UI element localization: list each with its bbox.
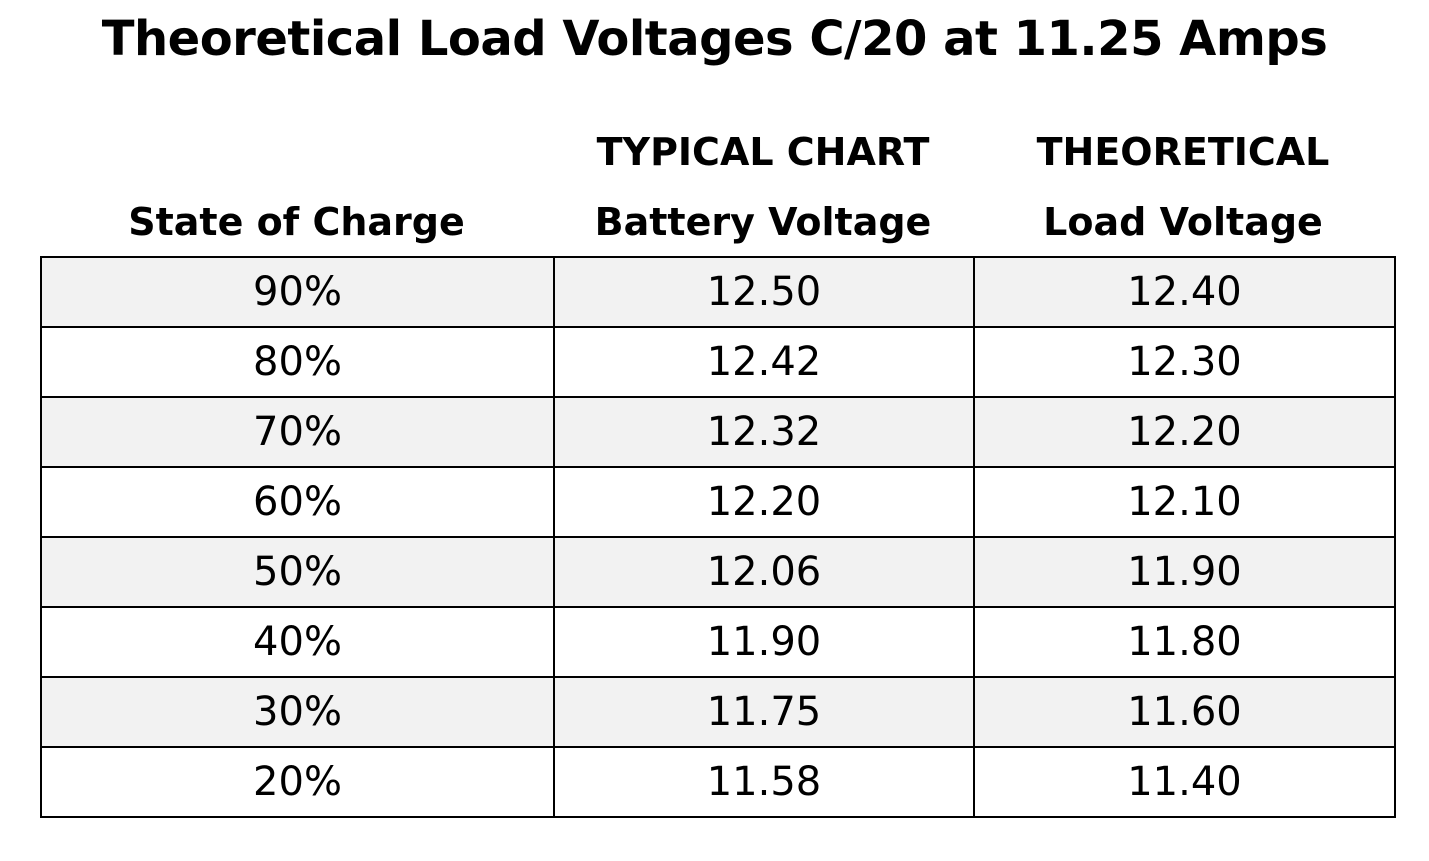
battery-voltage-cell: 12.32 (553, 396, 975, 468)
battery-voltage-cell: 11.58 (553, 746, 975, 818)
load-voltage-cell: 12.40 (973, 256, 1396, 328)
table-row: 90% 12.50 12.40 (40, 256, 1396, 328)
state-of-charge-cell: 20% (40, 746, 555, 818)
column-header-typical-chart: TYPICAL CHART (596, 130, 930, 174)
table-row: 30% 11.75 11.60 (40, 676, 1396, 748)
battery-voltage-cell: 12.06 (553, 536, 975, 608)
column-header-battery-voltage: Battery Voltage (594, 200, 932, 244)
battery-voltage-cell: 12.42 (553, 326, 975, 398)
column-header-state-of-charge-top (40, 117, 553, 187)
load-voltage-cell: 11.60 (973, 676, 1396, 748)
state-of-charge-cell: 30% (40, 676, 555, 748)
data-table: 90% 12.50 12.40 80% 12.42 12.30 70% 12.3… (40, 256, 1396, 818)
column-header-state-of-charge: State of Charge (128, 200, 465, 244)
load-voltage-cell: 12.30 (973, 326, 1396, 398)
table-row: 70% 12.32 12.20 (40, 396, 1396, 468)
chart-title: Theoretical Load Voltages C/20 at 11.25 … (101, 11, 1328, 67)
table-row: 80% 12.42 12.30 (40, 326, 1396, 398)
state-of-charge-cell: 70% (40, 396, 555, 468)
table-row: 20% 11.58 11.40 (40, 746, 1396, 818)
table-row: 40% 11.90 11.80 (40, 606, 1396, 678)
battery-voltage-cell: 11.90 (553, 606, 975, 678)
state-of-charge-cell: 90% (40, 256, 555, 328)
column-header-theoretical: THEORETICAL (1036, 130, 1330, 174)
load-voltage-cell: 11.40 (973, 746, 1396, 818)
column-header-load-voltage: Load Voltage (1043, 200, 1323, 244)
state-of-charge-cell: 50% (40, 536, 555, 608)
table-row: 60% 12.20 12.10 (40, 466, 1396, 538)
battery-voltage-cell: 12.20 (553, 466, 975, 538)
load-voltage-cell: 11.80 (973, 606, 1396, 678)
battery-voltage-cell: 12.50 (553, 256, 975, 328)
load-voltage-cell: 11.90 (973, 536, 1396, 608)
load-voltage-cell: 12.10 (973, 466, 1396, 538)
state-of-charge-cell: 80% (40, 326, 555, 398)
table-row: 50% 12.06 11.90 (40, 536, 1396, 608)
state-of-charge-cell: 40% (40, 606, 555, 678)
load-voltage-cell: 12.20 (973, 396, 1396, 468)
battery-voltage-cell: 11.75 (553, 676, 975, 748)
state-of-charge-cell: 60% (40, 466, 555, 538)
